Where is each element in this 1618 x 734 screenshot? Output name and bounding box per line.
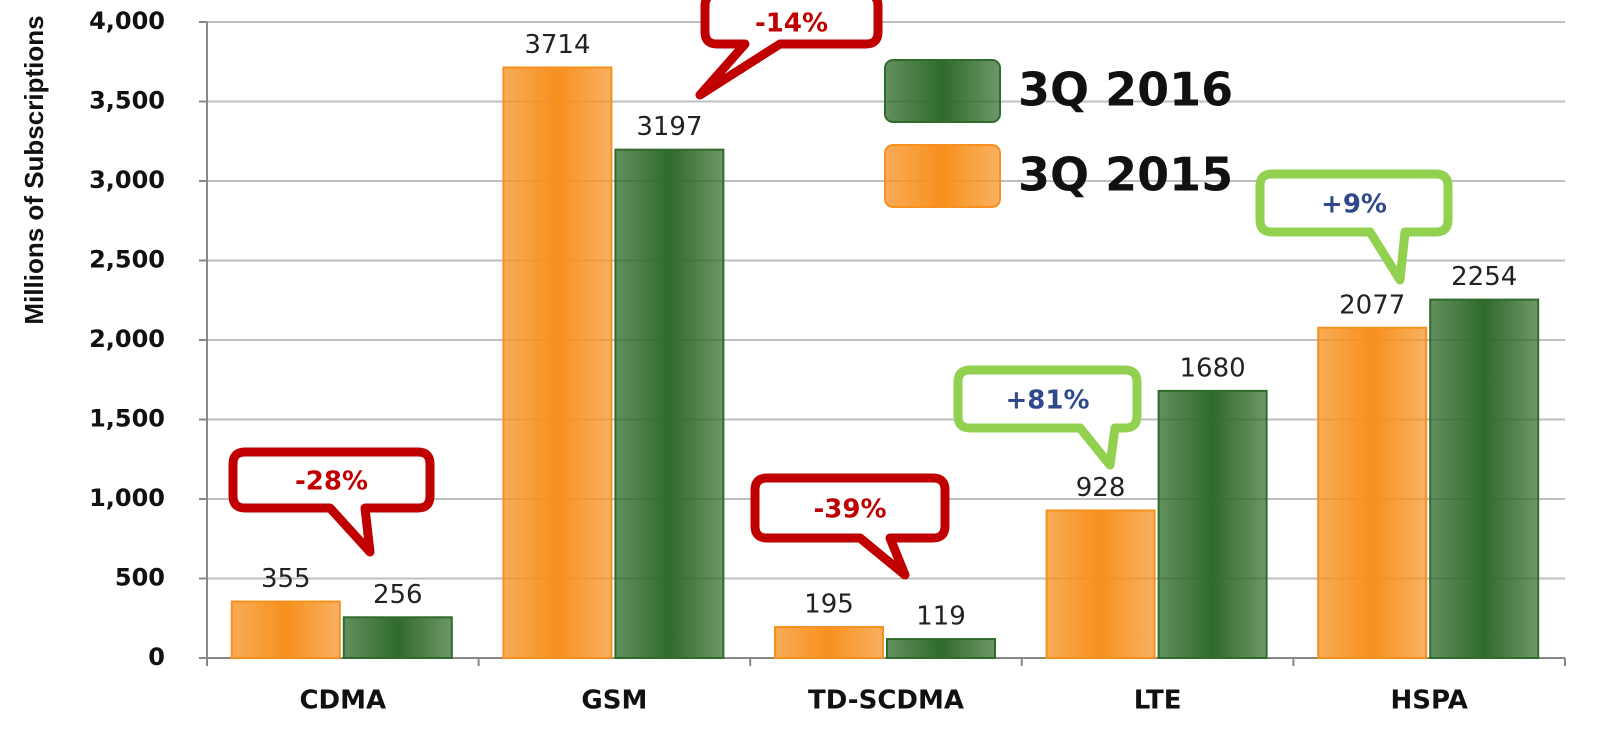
value-label: 3714 — [524, 30, 590, 60]
bar — [1317, 326, 1428, 659]
value-label: 2077 — [1339, 290, 1405, 320]
bar — [774, 625, 884, 659]
x-tick-label: GSM — [581, 686, 647, 716]
x-tick-label: CDMA — [299, 686, 386, 716]
annotation: -14% — [755, 9, 828, 39]
annotation: -28% — [295, 467, 368, 497]
legend-swatch — [884, 59, 1001, 123]
value-label: 3197 — [636, 112, 702, 142]
value-label: 1680 — [1180, 353, 1246, 383]
legend-label: 3Q 2016 — [1018, 63, 1233, 117]
legend-swatch — [884, 144, 1001, 208]
bar — [886, 638, 996, 659]
y-tick-label: 500 — [115, 564, 165, 592]
annotation: +81% — [1005, 386, 1089, 416]
x-tick-label: TD-SCDMA — [808, 686, 964, 716]
y-axis-label: Millions of Subscriptions — [19, 15, 49, 324]
value-label: 195 — [804, 589, 854, 619]
x-tick-label: HSPA — [1391, 686, 1468, 716]
bar — [614, 148, 725, 659]
bar — [230, 600, 341, 659]
y-tick-label: 2,500 — [89, 246, 165, 274]
annotation: -39% — [813, 495, 886, 525]
value-label: 119 — [916, 602, 966, 632]
callout — [695, 0, 883, 100]
y-tick-label: 1,500 — [89, 405, 165, 433]
y-tick-label: 0 — [148, 643, 165, 671]
y-tick-label: 2,000 — [89, 325, 165, 353]
annotation: +9% — [1321, 190, 1387, 220]
legend-label: 3Q 2015 — [1018, 148, 1233, 202]
callout — [953, 365, 1142, 470]
bar — [1429, 298, 1540, 659]
bar — [1157, 389, 1268, 659]
value-label: 2254 — [1451, 262, 1517, 292]
value-label: 355 — [261, 564, 311, 594]
callout — [228, 447, 435, 557]
bar — [1045, 509, 1156, 659]
y-tick-label: 4,000 — [89, 7, 165, 35]
y-tick-label: 3,000 — [89, 166, 165, 194]
callout — [750, 473, 950, 580]
bar — [502, 66, 613, 659]
bar — [342, 616, 453, 660]
callout — [1255, 169, 1453, 285]
y-tick-label: 1,000 — [89, 484, 165, 512]
x-tick-label: LTE — [1134, 686, 1182, 716]
value-label: 256 — [373, 580, 423, 610]
value-label: 928 — [1076, 473, 1126, 503]
y-tick-label: 3,500 — [89, 87, 165, 115]
